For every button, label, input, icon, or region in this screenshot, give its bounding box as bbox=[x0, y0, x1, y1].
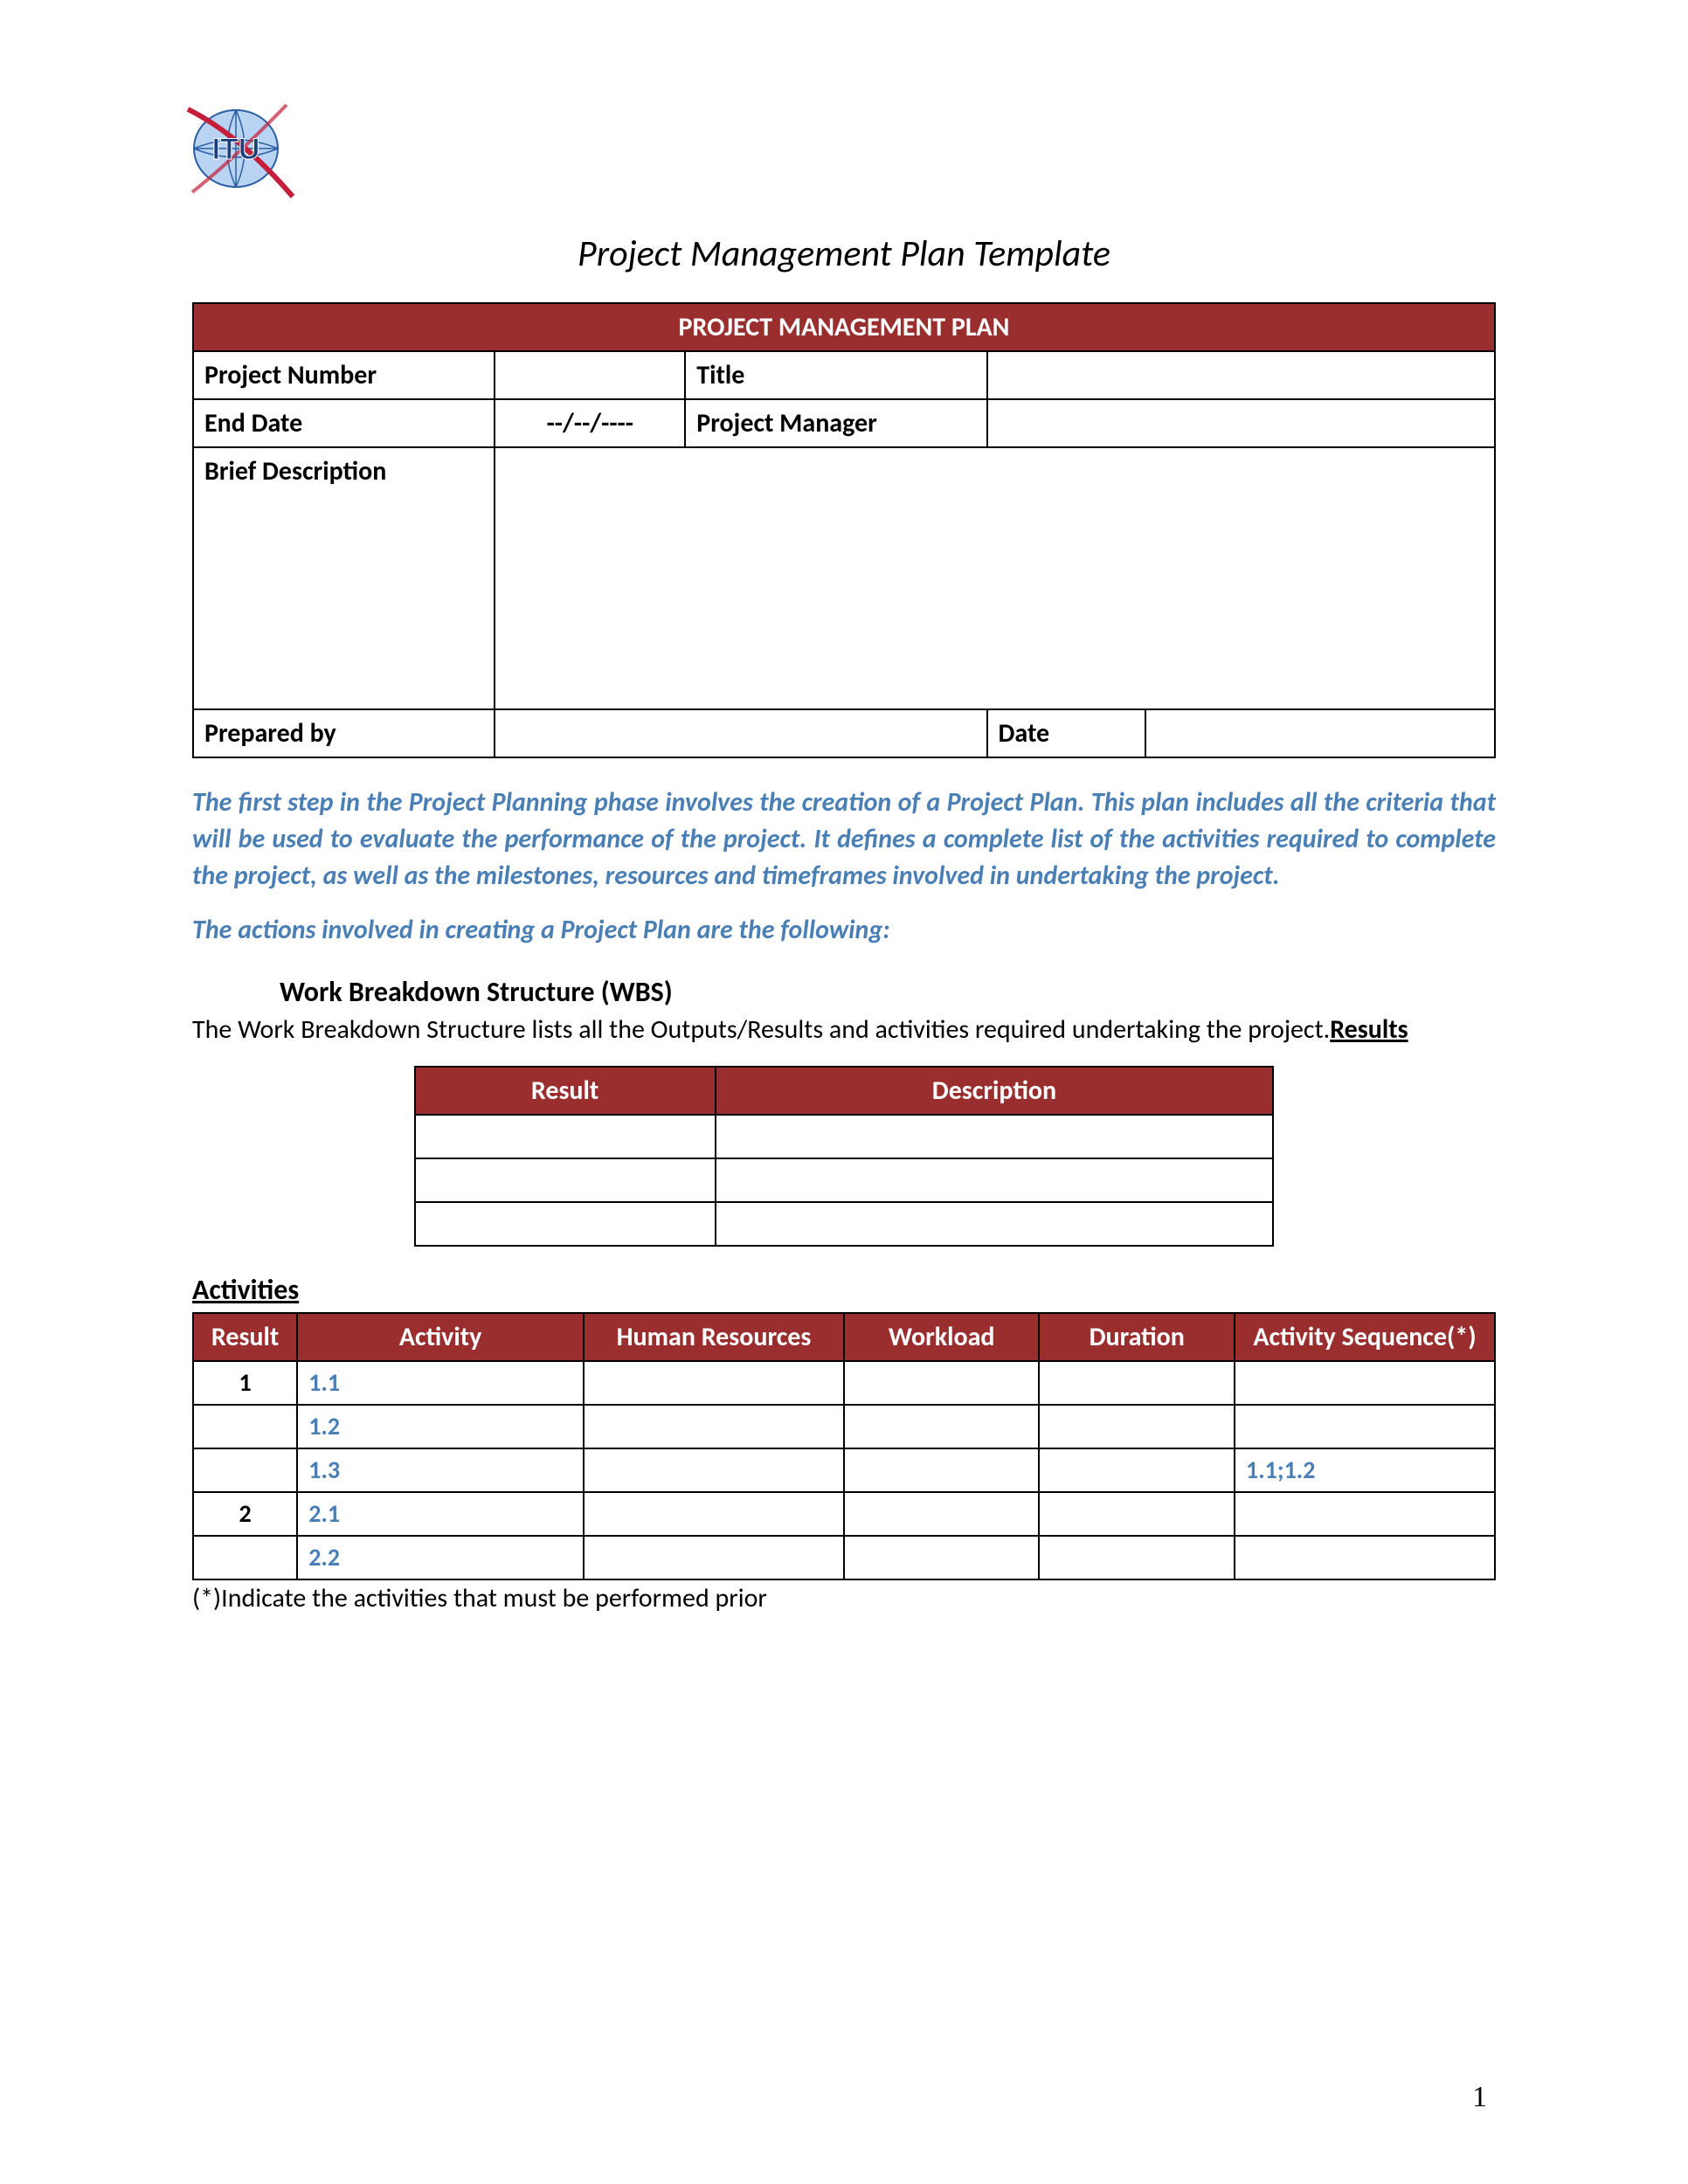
results-cell[interactable] bbox=[716, 1115, 1274, 1158]
activities-heading: Activities bbox=[192, 1273, 1496, 1307]
wbs-desc-text: The Work Breakdown Structure lists all t… bbox=[192, 1013, 1330, 1046]
act-sequence-cell[interactable] bbox=[1235, 1405, 1495, 1448]
results-cell[interactable] bbox=[716, 1202, 1274, 1246]
act-hr-cell[interactable] bbox=[584, 1405, 844, 1448]
act-result-cell[interactable]: 2 bbox=[193, 1492, 297, 1536]
pm-label: Project Manager bbox=[685, 399, 986, 447]
document-title: Project Management Plan Template bbox=[192, 232, 1496, 276]
act-duration-cell[interactable] bbox=[1039, 1536, 1235, 1579]
project-number-value[interactable] bbox=[495, 351, 685, 399]
act-col-result: Result bbox=[193, 1313, 297, 1361]
act-workload-cell[interactable] bbox=[844, 1361, 1040, 1405]
results-col-description: Description bbox=[716, 1067, 1274, 1115]
activity-row: 1.3 1.1;1.2 bbox=[193, 1448, 1495, 1492]
act-col-sequence: Activity Sequence(*) bbox=[1235, 1313, 1495, 1361]
wbs-heading: Work Breakdown Structure (WBS) bbox=[280, 975, 1496, 1009]
document-page: ITU Project Management Plan Template PRO… bbox=[0, 0, 1688, 2184]
act-workload-cell[interactable] bbox=[844, 1405, 1040, 1448]
plan-header-cell: PROJECT MANAGEMENT PLAN bbox=[193, 303, 1495, 351]
act-col-duration: Duration bbox=[1039, 1313, 1235, 1361]
act-result-cell[interactable] bbox=[193, 1405, 297, 1448]
date-value[interactable] bbox=[1145, 709, 1495, 757]
act-result-cell[interactable] bbox=[193, 1448, 297, 1492]
activity-row: 1 1.1 bbox=[193, 1361, 1495, 1405]
act-col-workload: Workload bbox=[844, 1313, 1040, 1361]
pm-value[interactable] bbox=[987, 399, 1495, 447]
act-duration-cell[interactable] bbox=[1039, 1405, 1235, 1448]
title-label: Title bbox=[685, 351, 986, 399]
results-table-wrap: Result Description bbox=[192, 1066, 1496, 1247]
plan-info-table: PROJECT MANAGEMENT PLAN Project Number T… bbox=[192, 302, 1496, 758]
activities-footnote: (*)Indicate the activities that must be … bbox=[192, 1582, 1496, 1614]
results-row bbox=[415, 1115, 1274, 1158]
svg-text:ITU: ITU bbox=[212, 133, 260, 166]
act-duration-cell[interactable] bbox=[1039, 1361, 1235, 1405]
results-cell[interactable] bbox=[716, 1158, 1274, 1202]
itu-globe-icon: ITU bbox=[183, 96, 297, 201]
act-result-cell[interactable]: 1 bbox=[193, 1361, 297, 1405]
act-duration-cell[interactable] bbox=[1039, 1448, 1235, 1492]
results-row bbox=[415, 1202, 1274, 1246]
end-date-label: End Date bbox=[193, 399, 495, 447]
act-workload-cell[interactable] bbox=[844, 1492, 1040, 1536]
act-col-hr: Human Resources bbox=[584, 1313, 844, 1361]
results-row bbox=[415, 1158, 1274, 1202]
act-activity-cell[interactable]: 2.1 bbox=[297, 1492, 584, 1536]
act-sequence-cell[interactable] bbox=[1235, 1492, 1495, 1536]
desc-label: Brief Description bbox=[193, 447, 495, 709]
act-workload-cell[interactable] bbox=[844, 1536, 1040, 1579]
act-hr-cell[interactable] bbox=[584, 1536, 844, 1579]
act-activity-cell[interactable]: 1.2 bbox=[297, 1405, 584, 1448]
desc-value[interactable] bbox=[495, 447, 1495, 709]
act-sequence-cell[interactable] bbox=[1235, 1536, 1495, 1579]
prepared-by-label: Prepared by bbox=[193, 709, 495, 757]
results-cell[interactable] bbox=[415, 1115, 716, 1158]
project-number-label: Project Number bbox=[193, 351, 495, 399]
activities-tbody: 1 1.1 1.2 1.3 1.1;1.2 bbox=[193, 1361, 1495, 1579]
act-result-cell[interactable] bbox=[193, 1536, 297, 1579]
results-tbody bbox=[415, 1115, 1274, 1246]
wbs-results-label: Results bbox=[1330, 1013, 1408, 1046]
act-hr-cell[interactable] bbox=[584, 1361, 844, 1405]
activity-row: 2 2.1 bbox=[193, 1492, 1495, 1536]
act-sequence-cell[interactable]: 1.1;1.2 bbox=[1235, 1448, 1495, 1492]
intro-paragraph: The first step in the Project Planning p… bbox=[192, 784, 1496, 895]
act-col-activity: Activity bbox=[297, 1313, 584, 1361]
results-col-result: Result bbox=[415, 1067, 716, 1115]
act-activity-cell[interactable]: 2.2 bbox=[297, 1536, 584, 1579]
activity-row: 2.2 bbox=[193, 1536, 1495, 1579]
results-table: Result Description bbox=[414, 1066, 1275, 1247]
actions-line: The actions involved in creating a Proje… bbox=[192, 912, 1496, 949]
date-label: Date bbox=[987, 709, 1146, 757]
act-sequence-cell[interactable] bbox=[1235, 1361, 1495, 1405]
activities-table: Result Activity Human Resources Workload… bbox=[192, 1312, 1496, 1580]
act-hr-cell[interactable] bbox=[584, 1448, 844, 1492]
act-duration-cell[interactable] bbox=[1039, 1492, 1235, 1536]
page-number: 1 bbox=[1472, 2081, 1487, 2114]
results-cell[interactable] bbox=[415, 1158, 716, 1202]
title-value[interactable] bbox=[987, 351, 1495, 399]
end-date-value[interactable]: --/--/---- bbox=[495, 399, 685, 447]
itu-logo: ITU bbox=[183, 96, 1496, 205]
act-activity-cell[interactable]: 1.1 bbox=[297, 1361, 584, 1405]
act-hr-cell[interactable] bbox=[584, 1492, 844, 1536]
prepared-by-value[interactable] bbox=[495, 709, 986, 757]
activity-row: 1.2 bbox=[193, 1405, 1495, 1448]
results-cell[interactable] bbox=[415, 1202, 716, 1246]
act-activity-cell[interactable]: 1.3 bbox=[297, 1448, 584, 1492]
wbs-description: The Work Breakdown Structure lists all t… bbox=[192, 1013, 1496, 1048]
act-workload-cell[interactable] bbox=[844, 1448, 1040, 1492]
